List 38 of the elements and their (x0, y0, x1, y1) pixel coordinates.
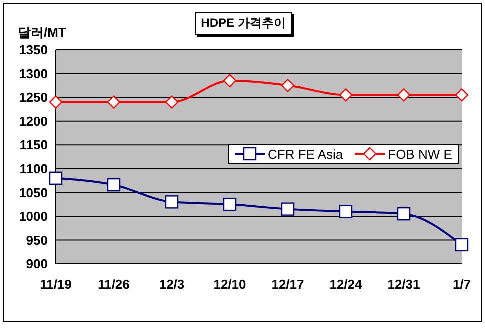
point (49, 96, 63, 109)
point (455, 238, 469, 252)
legend-label: CFR FE Asia (268, 146, 344, 162)
point (107, 96, 121, 109)
x-tick-label: 12/17 (272, 277, 304, 292)
y-tick-label: 1150 (20, 138, 48, 153)
point (165, 96, 179, 109)
y-tick-label: 950 (26, 232, 48, 248)
y-tick-label: 1350 (19, 42, 48, 58)
point (281, 79, 295, 92)
y-tick-label: 1200 (19, 114, 48, 129)
x-tick-label: 1/7 (452, 277, 472, 292)
point (223, 74, 237, 88)
point (397, 88, 411, 102)
point (339, 205, 353, 218)
x-tick-label: 12/31 (388, 277, 420, 292)
y-tick-label: 900 (26, 256, 48, 272)
y-tick-label: 1250 (19, 90, 48, 106)
y-tick-label: 1300 (19, 66, 48, 82)
y-tick-label: 1050 (19, 185, 48, 200)
x-tick-label: 11/26 (98, 277, 130, 292)
x-tick-label: 11/19 (40, 277, 72, 292)
legend-label: FOB NW E (388, 146, 452, 162)
x-tick-label: 12/10 (214, 277, 246, 292)
point (107, 178, 121, 192)
point (49, 172, 63, 185)
x-tick-label: 12/3 (159, 277, 185, 292)
point (339, 88, 353, 102)
y-tick-label: 1100 (20, 162, 48, 177)
point (455, 88, 469, 102)
chart-title: HDPE 가격추이 (195, 12, 292, 35)
x-tick-label: 12/24 (330, 277, 364, 292)
point (397, 207, 411, 221)
y-tick-label: 1000 (19, 209, 48, 224)
point (223, 198, 237, 212)
point (165, 196, 179, 209)
point (281, 202, 295, 216)
y-axis-title: 달러/MT (18, 24, 66, 42)
